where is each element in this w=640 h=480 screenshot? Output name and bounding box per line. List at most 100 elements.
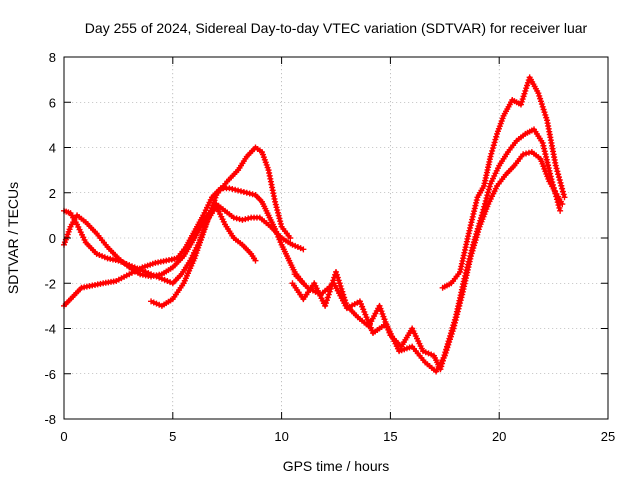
data-point	[489, 145, 496, 152]
data-point	[453, 314, 460, 321]
data-point	[447, 333, 454, 340]
data-point	[336, 280, 343, 287]
data-point	[445, 341, 452, 348]
data-point	[539, 103, 546, 110]
data-point	[420, 348, 427, 355]
data-point	[560, 191, 567, 198]
data-point	[292, 242, 299, 249]
y-tick-label: -4	[44, 322, 56, 337]
data-point	[137, 266, 144, 273]
data-point	[277, 218, 284, 225]
data-point	[487, 153, 494, 160]
data-point	[93, 250, 100, 257]
data-point	[323, 300, 330, 307]
data-point	[230, 214, 237, 221]
x-tick-label: 25	[601, 429, 615, 444]
data-point	[454, 311, 461, 318]
data-point	[145, 270, 152, 277]
data-point	[118, 258, 125, 265]
x-axis-label: GPS time / hours	[283, 458, 390, 474]
y-axis-label: SDTVAR / TECUs	[5, 182, 21, 294]
data-point	[164, 277, 171, 284]
data-point	[273, 204, 280, 211]
data-point	[537, 95, 544, 102]
data-point	[561, 194, 568, 201]
data-point	[229, 185, 236, 192]
data-point	[559, 201, 566, 208]
data-point	[226, 185, 233, 192]
data-point	[129, 263, 135, 270]
data-point	[556, 204, 563, 211]
data-point	[488, 150, 495, 157]
data-point	[324, 294, 331, 301]
data-point	[325, 291, 332, 298]
data-point	[518, 98, 525, 105]
data-point	[555, 171, 562, 178]
data-point	[536, 92, 543, 99]
data-point	[541, 109, 548, 116]
data-point	[96, 251, 103, 258]
data-point	[123, 261, 130, 268]
data-point	[99, 253, 106, 260]
data-point	[275, 212, 282, 219]
data-point	[441, 352, 448, 359]
y-tick-label: 2	[49, 186, 56, 201]
y-tick-label: 6	[49, 95, 56, 110]
data-point	[450, 325, 457, 332]
data-point	[524, 82, 531, 89]
data-point	[274, 209, 281, 216]
data-point	[243, 189, 250, 196]
data-point	[491, 139, 498, 146]
data-point	[239, 216, 246, 223]
data-point	[492, 136, 499, 143]
data-point	[120, 259, 127, 266]
series-trace-5	[291, 127, 562, 371]
data-point	[540, 106, 547, 113]
data-point	[524, 79, 531, 86]
data-point	[148, 298, 155, 305]
data-point	[323, 297, 330, 304]
data-point	[447, 336, 454, 343]
data-point	[115, 257, 122, 264]
data-point	[557, 207, 564, 214]
y-tick-label: -6	[44, 367, 56, 382]
series-trace-3	[63, 204, 257, 285]
data-point	[522, 87, 529, 94]
data-point	[252, 257, 259, 264]
data-point	[150, 299, 157, 306]
data-point	[235, 187, 242, 194]
y-tick-label: -8	[44, 412, 56, 427]
series-trace-6	[293, 150, 564, 374]
data-point	[240, 188, 247, 195]
data-point	[249, 191, 256, 198]
data-point	[294, 244, 301, 251]
data-point	[483, 195, 490, 202]
data-point	[153, 273, 160, 280]
data-point	[448, 330, 455, 337]
data-point	[333, 268, 339, 275]
data-point	[455, 305, 462, 312]
data-point	[158, 275, 165, 282]
data-point	[485, 186, 492, 193]
x-tick-label: 10	[274, 429, 288, 444]
axis-ticks: 0 5 10 15 20 25 -8 -6 -4 -2 0 2 4 6 8	[44, 50, 615, 444]
data-point	[556, 176, 563, 183]
x-tick-label: 20	[492, 429, 506, 444]
data-point	[139, 267, 146, 274]
y-tick-label: 8	[49, 50, 56, 65]
data-point	[334, 274, 341, 281]
data-point	[161, 276, 168, 283]
data-point	[493, 133, 500, 140]
data-point	[131, 264, 138, 271]
data-point	[454, 308, 461, 315]
data-point	[425, 350, 432, 357]
data-point	[486, 183, 493, 190]
data-point	[233, 215, 240, 222]
data-point	[442, 349, 449, 356]
data-point	[451, 322, 458, 329]
data-point	[300, 246, 307, 253]
data-point	[525, 149, 532, 156]
data-point	[277, 220, 284, 227]
data-point	[297, 245, 304, 252]
